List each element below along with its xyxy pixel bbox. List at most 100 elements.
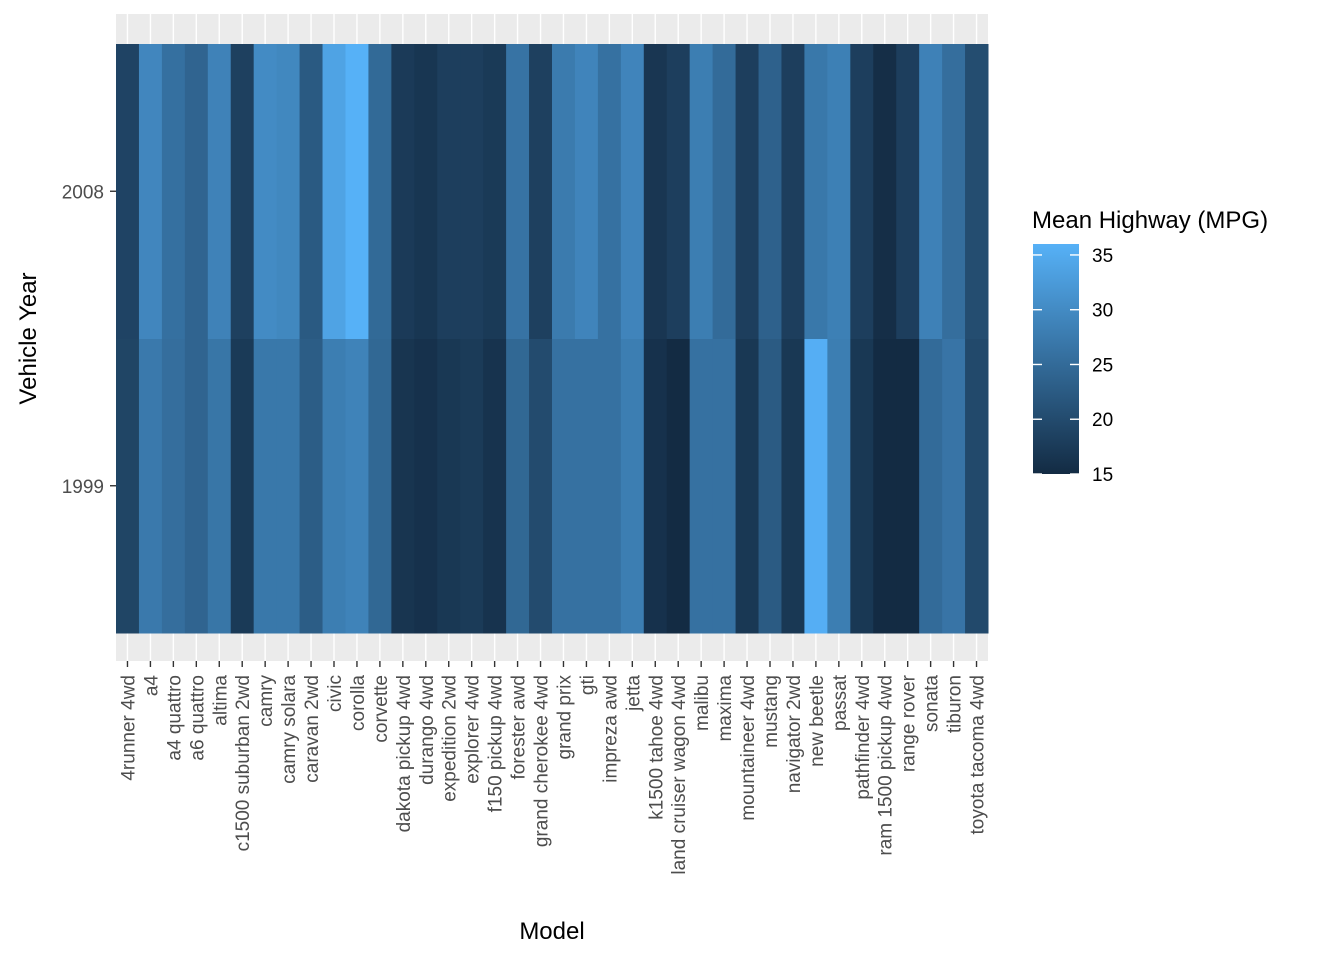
heatmap-cell xyxy=(574,338,599,634)
heatmap-cell xyxy=(322,44,346,339)
heatmap-cell xyxy=(529,44,553,339)
heatmap-cell xyxy=(138,338,163,634)
x-tick-label: c1500 suburban 2wd xyxy=(233,675,254,851)
x-tick-label: altima xyxy=(210,675,231,726)
heatmap-cell xyxy=(506,338,530,634)
heatmap-cell xyxy=(368,44,392,339)
legend-title: Mean Highway (MPG) xyxy=(1032,207,1268,234)
colorbar-tick-label: 15 xyxy=(1092,465,1113,486)
heatmap-cell xyxy=(781,338,805,634)
x-tick-label: caravan 2wd xyxy=(302,675,323,783)
heatmap-cell xyxy=(735,338,760,634)
heatmap-cell xyxy=(437,338,461,634)
x-tick-label: camry solara xyxy=(279,675,300,784)
x-tick-label: maxima xyxy=(715,675,736,742)
heatmap-cell xyxy=(850,44,874,339)
x-tick-label: malibu xyxy=(692,675,713,731)
heatmap-cell xyxy=(850,338,874,634)
x-tick-label: jetta xyxy=(623,675,644,712)
x-tick-label: a4 quattro xyxy=(164,675,185,761)
x-tick-label: explorer 4wd xyxy=(463,675,484,784)
colorbar xyxy=(1033,244,1079,474)
heatmap-cell xyxy=(184,44,209,339)
x-tick-label: range rover xyxy=(899,674,920,772)
heatmap-cell xyxy=(643,44,668,339)
heatmap-cell xyxy=(368,338,392,634)
heatmap-cell xyxy=(276,44,301,339)
x-tick-label: tiburon xyxy=(945,675,966,733)
x-tick-label: expedition 2wd xyxy=(440,675,461,802)
heatmap-cell xyxy=(574,44,599,339)
heatmap-cell xyxy=(276,338,301,634)
heatmap-cell xyxy=(483,338,507,634)
heatmap-cell xyxy=(391,338,415,634)
heatmap-cell xyxy=(597,44,622,339)
heatmap-cell xyxy=(896,338,920,634)
heatmap-cell xyxy=(597,338,622,634)
heatmap-cell xyxy=(230,338,255,634)
heatmap-cell xyxy=(781,44,805,339)
x-tick-label: a4 xyxy=(141,675,162,697)
heatmap-cell xyxy=(414,44,438,339)
heatmap-cell xyxy=(965,338,989,634)
heatmap-cell xyxy=(689,338,714,634)
heatmap-cell xyxy=(919,44,943,339)
heatmap-cell xyxy=(414,338,438,634)
heatmap-cell xyxy=(116,44,140,339)
heatmap-cell xyxy=(758,338,782,634)
y-axis-title: Vehicle Year xyxy=(15,272,42,404)
heatmap-cell xyxy=(942,338,966,634)
heatmap-cell xyxy=(827,338,851,634)
heatmap-cell xyxy=(230,44,255,339)
x-tick-label: toyota tacoma 4wd xyxy=(968,675,989,834)
x-tick-label: a6 quattro xyxy=(187,675,208,761)
colorbar-tick-label: 30 xyxy=(1092,301,1113,322)
heatmap-cell xyxy=(116,338,140,634)
heatmap-cell xyxy=(712,44,737,339)
heatmap-cell xyxy=(322,338,346,634)
heatmap-cell xyxy=(460,44,484,339)
colorbar-tick-label: 35 xyxy=(1092,246,1113,267)
heatmap-cell xyxy=(620,44,645,339)
heatmap-cells xyxy=(116,44,989,634)
x-tick-label: new beetle xyxy=(807,675,828,767)
x-tick-label: mustang xyxy=(761,675,782,748)
heatmap-cell xyxy=(804,44,828,339)
heatmap-cell xyxy=(827,44,851,339)
heatmap-cell xyxy=(253,338,278,634)
heatmap-cell xyxy=(161,338,186,634)
heatmap-cell xyxy=(873,44,897,339)
y-axis: 1999 2008 xyxy=(62,182,116,498)
heatmap-cell xyxy=(253,44,278,339)
heatmap-cell xyxy=(207,44,232,339)
heatmap-cell xyxy=(299,44,324,339)
heatmap-cell xyxy=(506,44,530,339)
x-tick-label: gti xyxy=(577,675,598,695)
heatmap-cell xyxy=(184,338,209,634)
heatmap-cell xyxy=(804,338,828,634)
heatmap-cell xyxy=(666,338,691,634)
heatmap-cell xyxy=(552,338,576,634)
x-tick-label: 4runner 4wd xyxy=(118,675,139,781)
heatmap-cell xyxy=(965,44,989,339)
x-axis-title: Model xyxy=(519,918,584,945)
heatmap-cell xyxy=(345,338,369,634)
x-tick-label: forester awd xyxy=(509,675,530,780)
heatmap-cell xyxy=(138,44,163,339)
heatmap-cell xyxy=(942,44,966,339)
colorbar-ticks: 15 20 25 30 35 xyxy=(1033,246,1113,486)
color-legend: Mean Highway (MPG) 15 20 25 30 35 xyxy=(1032,207,1268,486)
heatmap-cell xyxy=(919,338,943,634)
x-tick-label: durango 4wd xyxy=(417,675,438,785)
heatmap-cell xyxy=(620,338,645,634)
x-tick-label: corvette xyxy=(371,675,392,743)
colorbar-tick-label: 25 xyxy=(1092,355,1113,376)
x-tick-label: camry xyxy=(256,675,277,727)
heatmap-cell xyxy=(207,338,232,634)
x-tick-label: corolla xyxy=(348,675,369,731)
x-tick-label: impreza awd xyxy=(600,675,621,783)
heatmap-cell xyxy=(712,338,737,634)
heatmap-cell xyxy=(896,44,920,339)
x-axis: 4runner 4wd a4 a4 quattro a6 quattro altima c… xyxy=(118,661,989,875)
